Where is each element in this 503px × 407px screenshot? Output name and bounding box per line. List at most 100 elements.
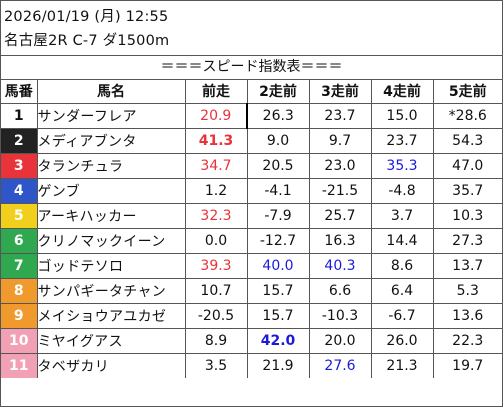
table-row: 6 クリノマックイーン 0.0 -12.7 16.3 14.4 27.3 [1,228,502,254]
speed-index-cell: 13.6 [432,303,502,329]
table-row: 1 サンダーフレア 20.9 26.3 23.7 15.0 *28.6 [1,103,502,129]
speed-index-cell: 23.7 [370,128,434,154]
horse-number-badge: 7 [1,253,38,279]
col-header-last-race: 前走 [184,79,248,104]
table-row: 11 タベザカリ 3.5 21.9 27.6 21.3 19.7 [1,353,502,378]
speed-index-cell: 42.0 [246,328,310,354]
speed-index-cell: 0.0 [184,228,248,254]
table-row: 3 タランチュラ 34.7 20.5 23.0 35.3 47.0 [1,153,502,179]
speed-index-cell: 20.5 [246,153,310,179]
speed-index-cell: -12.7 [246,228,310,254]
speed-index-cell: 40.0 [246,253,310,279]
horse-name: タベザカリ [36,353,186,378]
header-row: 馬番 馬名 前走 2走前 3走前 4走前 5走前 [1,79,502,104]
speed-index-cell: 34.7 [184,153,248,179]
table-row: 8 サンパギータチャン 10.7 15.7 6.6 6.4 5.3 [1,278,502,304]
horse-name: メイショウアユカゼ [36,303,186,329]
speed-index-cell: -4.8 [370,178,434,204]
col-header-5-races-ago: 5走前 [432,79,502,104]
horse-number-badge: 8 [1,278,38,304]
speed-index-cell: -21.5 [308,178,372,204]
speed-index-cell: 35.3 [370,153,434,179]
speed-index-cell: 41.3 [184,128,248,154]
table-row: 9 メイショウアユカゼ -20.5 15.7 -10.3 -6.7 13.6 [1,303,502,329]
speed-index-cell: 10.7 [184,278,248,304]
speed-index-cell: 27.6 [308,353,372,378]
table-row: 10 ミヤイグアス 8.9 42.0 20.0 26.0 22.3 [1,328,502,354]
col-header-number: 馬番 [1,79,38,104]
speed-index-cell: 9.7 [308,128,372,154]
horse-number-badge: 3 [1,153,38,179]
speed-index-cell: *28.6 [432,103,502,129]
speed-index-cell: 21.3 [370,353,434,378]
speed-index-cell: 13.7 [432,253,502,279]
horse-number-badge: 11 [1,353,38,378]
horse-name: サンダーフレア [36,103,186,129]
horse-name: ゲンブ [36,178,186,204]
table-row: 5 アーキハッカー 32.3 -7.9 25.7 3.7 10.3 [1,203,502,229]
table-row: 2 メディアブンタ 41.3 9.0 9.7 23.7 54.3 [1,128,502,154]
speed-index-cell: 23.7 [308,103,372,129]
horse-name: ミヤイグアス [36,328,186,354]
speed-index-cell: -4.1 [246,178,310,204]
speed-index-cell: 35.7 [432,178,502,204]
speed-index-cell: 1.2 [184,178,248,204]
speed-index-cell: 5.3 [432,278,502,304]
speed-index-cell: 40.3 [308,253,372,279]
horse-name: アーキハッカー [36,203,186,229]
horse-name: メディアブンタ [36,128,186,154]
speed-index-cell: 54.3 [432,128,502,154]
speed-index-cell: 25.7 [308,203,372,229]
speed-index-cell: 32.3 [184,203,248,229]
speed-index-table: 馬番 馬名 前走 2走前 3走前 4走前 5走前 1 サンダーフレア 20.9 26.… [1,79,502,378]
speed-index-cell: 3.7 [370,203,434,229]
speed-index-cell: 6.6 [308,278,372,304]
table-row: 4 ゲンブ 1.2 -4.1 -21.5 -4.8 35.7 [1,178,502,204]
race-info-label: 名古屋2R C-7 ダ1500m [4,33,170,49]
speed-index-cell: 20.0 [308,328,372,354]
horse-number-badge: 5 [1,203,38,229]
speed-index-cell: 22.3 [432,328,502,354]
speed-index-cell: 6.4 [370,278,434,304]
horse-number-badge: 1 [1,103,38,129]
speed-index-cell: 14.4 [370,228,434,254]
speed-index-cell: 15.7 [246,278,310,304]
speed-index-cell: 16.3 [308,228,372,254]
horse-name: ゴッドテソロ [36,253,186,279]
horse-number-badge: 9 [1,303,38,329]
speed-index-cell: 23.0 [308,153,372,179]
col-header-2-races-ago: 2走前 [246,79,310,104]
col-header-3-races-ago: 3走前 [308,79,372,104]
speed-index-cell: 9.0 [246,128,310,154]
col-header-4-races-ago: 4走前 [370,79,434,104]
speed-index-cell: 47.0 [432,153,502,179]
horse-name: タランチュラ [36,153,186,179]
horse-number-badge: 6 [1,228,38,254]
horse-number-badge: 4 [1,178,38,204]
horse-number-badge: 2 [1,128,38,154]
speed-index-cell: 3.5 [184,353,248,378]
horse-number-badge: 10 [1,328,38,354]
speed-index-cell: 27.3 [432,228,502,254]
table-title: ＝＝＝スピード指数表＝＝＝ [1,55,502,80]
horse-name: クリノマックイーン [36,228,186,254]
speed-index-cell: 20.9 [184,103,248,129]
speed-index-cell: -20.5 [184,303,248,329]
speed-index-cell: 21.9 [246,353,310,378]
speed-index-cell: 19.7 [432,353,502,378]
speed-index-cell: 10.3 [432,203,502,229]
speed-index-cell: 26.3 [246,103,310,129]
speed-index-cell: -7.9 [246,203,310,229]
speed-index-cell: -10.3 [308,303,372,329]
speed-index-cell: 15.0 [370,103,434,129]
speed-index-cell: 39.3 [184,253,248,279]
speed-index-cell: 26.0 [370,328,434,354]
speed-index-cell: 8.6 [370,253,434,279]
horse-name: サンパギータチャン [36,278,186,304]
speed-index-cell: 8.9 [184,328,248,354]
table-row: 7 ゴッドテソロ 39.3 40.0 40.3 8.6 13.7 [1,253,502,279]
datetime-label: 2026/01/19 (月) 12:55 [4,9,169,25]
speed-index-cell: 15.7 [246,303,310,329]
speed-index-cell: -6.7 [370,303,434,329]
